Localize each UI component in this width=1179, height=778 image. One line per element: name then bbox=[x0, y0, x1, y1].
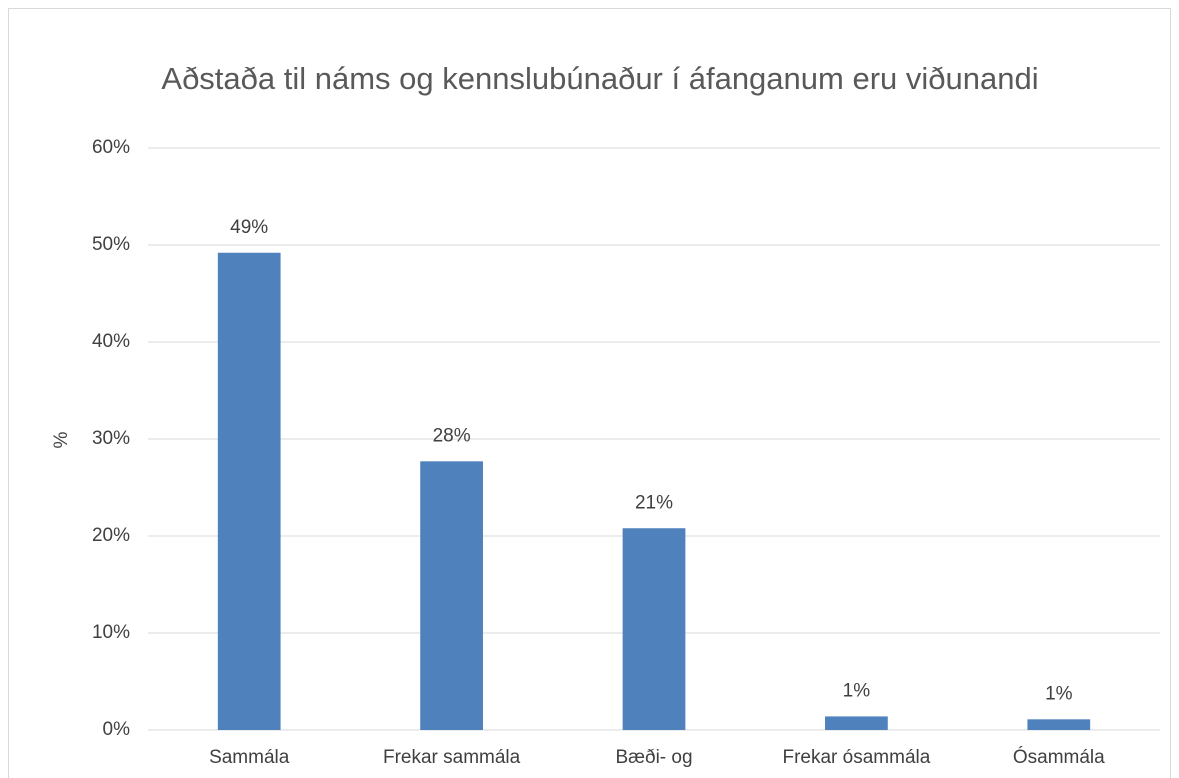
data-label: 49% bbox=[230, 217, 268, 238]
data-label: 1% bbox=[843, 680, 871, 701]
data-label: 1% bbox=[1045, 683, 1073, 704]
y-axis-label: % bbox=[51, 431, 72, 448]
bar bbox=[622, 528, 686, 730]
x-tick-label: Frekar sammála bbox=[383, 747, 521, 768]
y-tick-label: 50% bbox=[92, 234, 130, 255]
chart-title: Aðstaða til náms og kennslubúnaður í áfa… bbox=[161, 61, 1039, 96]
y-tick-label: 20% bbox=[92, 525, 130, 546]
bar bbox=[1027, 719, 1091, 730]
y-tick-label: 0% bbox=[103, 719, 131, 740]
x-tick-label: Bæði- og bbox=[615, 747, 692, 768]
y-tick-label: 30% bbox=[92, 428, 130, 449]
bar bbox=[217, 252, 281, 730]
bar bbox=[825, 716, 888, 730]
bar bbox=[420, 461, 483, 730]
y-tick-label: 40% bbox=[92, 331, 130, 352]
data-label: 21% bbox=[635, 492, 673, 513]
x-tick-label: Sammála bbox=[209, 747, 290, 768]
y-tick-label: 60% bbox=[92, 137, 130, 158]
y-tick-label: 10% bbox=[92, 622, 130, 643]
chart-border bbox=[8, 8, 1171, 778]
data-label: 28% bbox=[433, 425, 471, 446]
x-tick-label: Ósammála bbox=[1013, 746, 1105, 768]
x-tick-label: Frekar ósammála bbox=[782, 747, 930, 768]
